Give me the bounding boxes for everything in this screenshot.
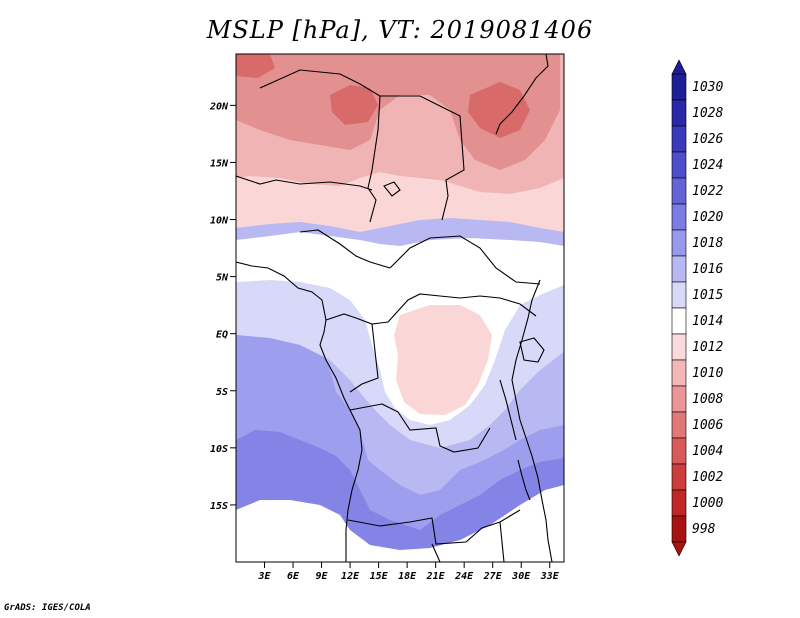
border <box>389 235 541 285</box>
lat-label: EQ <box>216 330 228 341</box>
border <box>236 175 373 191</box>
colorbar-swatch <box>671 489 687 517</box>
colorbar-swatch <box>671 281 687 309</box>
colorbar-swatch <box>671 359 687 387</box>
colorbar-swatch <box>671 255 687 283</box>
colorbar-label: 1026 <box>692 132 723 147</box>
lon-label: 33E <box>540 571 560 582</box>
colorbar-label: 1012 <box>692 340 723 355</box>
lon-label: 15E <box>370 571 389 582</box>
colorbar-swatch <box>671 229 687 257</box>
border <box>325 293 537 325</box>
lon-label: 30E <box>511 571 531 582</box>
colorbar-label: 1030 <box>692 80 723 95</box>
colorbar-label: 1014 <box>692 314 723 329</box>
lake-victoria <box>519 337 545 363</box>
latitude-axis: 20N 15N 10N 5N EQ 5S 10S 15S <box>209 101 236 512</box>
colorbar-swatch <box>671 125 687 153</box>
coastline <box>236 261 363 562</box>
field-1006 <box>330 85 378 125</box>
map-title: MSLP [hPa], VT: 2019081406 <box>206 16 594 44</box>
border <box>380 95 465 221</box>
lake-chad <box>383 181 401 197</box>
field-1008 <box>236 54 560 170</box>
lat-label: 10N <box>210 216 229 227</box>
colorbar-bottom-arrow <box>671 541 687 557</box>
lon-label: 18E <box>398 571 417 582</box>
colorbar-label: 1010 <box>692 366 723 381</box>
lake-tanganyika <box>499 379 517 441</box>
colorbar-top-arrow <box>671 59 687 75</box>
colorbar-label: 1020 <box>692 210 723 225</box>
colorbar: 1030 1028 1026 1024 1022 1020 1018 1016 1015 1014… <box>671 59 723 557</box>
colorbar-label: 1016 <box>692 262 723 277</box>
colorbar-swatch <box>671 385 687 413</box>
colorbar-swatch <box>671 515 687 543</box>
lake-malawi <box>517 459 531 501</box>
lat-label: 5N <box>216 273 229 284</box>
lon-label: 12E <box>341 571 360 582</box>
lat-label: 5S <box>216 387 228 398</box>
map-frame <box>235 53 565 563</box>
colorbar-swatch <box>671 333 687 361</box>
lat-label: 10S <box>210 444 228 455</box>
colorbar-label: 1006 <box>692 418 723 433</box>
colorbar-label: 1008 <box>692 392 723 407</box>
coastlines-borders <box>236 54 553 562</box>
lon-label: 6E <box>287 571 300 582</box>
colorbar-swatch <box>671 73 687 101</box>
colorbar-label: 1018 <box>692 236 723 251</box>
longitude-axis: 3E 6E 9E 12E 15E 18E 21E 24E 27E 30E 33E <box>257 562 560 582</box>
lon-label: 21E <box>426 571 446 582</box>
colorbar-swatch <box>671 307 687 335</box>
colorbar-swatch <box>671 203 687 231</box>
lon-label: 27E <box>483 571 503 582</box>
colorbar-label: 1004 <box>692 444 723 459</box>
colorbar-label: 1022 <box>692 184 723 199</box>
lat-label: 15S <box>210 501 228 512</box>
field-1022 <box>236 485 564 562</box>
coastline-east <box>495 54 553 562</box>
grads-credit: GrADS: IGES/COLA <box>4 603 91 613</box>
lon-label: 3E <box>257 571 271 582</box>
border <box>347 509 521 545</box>
colorbar-swatch <box>671 411 687 439</box>
colorbar-label: 1002 <box>692 470 723 485</box>
colorbar-label: 1000 <box>692 496 723 511</box>
colorbar-swatch <box>671 463 687 491</box>
border <box>431 521 505 562</box>
colorbar-swatch <box>671 177 687 205</box>
lon-label: 24E <box>454 571 474 582</box>
border <box>299 229 391 269</box>
colorbar-swatch <box>671 99 687 127</box>
colorbar-label: 1015 <box>692 288 723 303</box>
colorbar-swatch <box>671 437 687 465</box>
lat-label: 20N <box>209 101 229 112</box>
colorbar-swatch <box>671 151 687 179</box>
field-1004-corner <box>236 54 275 78</box>
colorbar-label: 1024 <box>692 158 723 173</box>
colorbar-label: 998 <box>692 522 716 537</box>
lat-label: 15N <box>210 158 229 169</box>
border <box>349 323 379 393</box>
lon-label: 9E <box>316 571 329 582</box>
border <box>259 69 381 223</box>
border <box>349 403 491 453</box>
field-1008-blob <box>468 82 530 138</box>
field-1012-basin <box>394 305 492 415</box>
colorbar-label: 1028 <box>692 106 723 121</box>
